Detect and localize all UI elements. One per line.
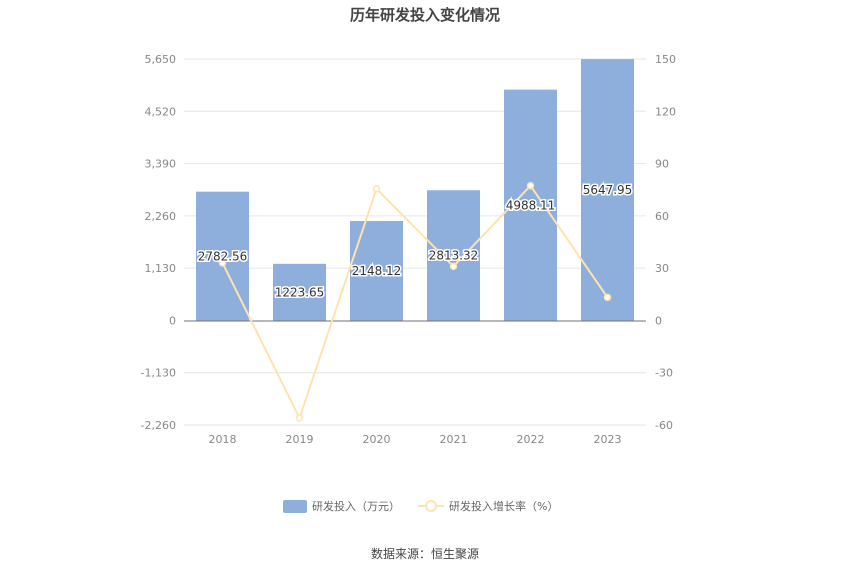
bar [581,59,634,322]
bar-value-label: 4988.11 [506,198,556,212]
bar [273,263,326,321]
legend-line-marker [425,500,437,512]
right-tick-label: 0 [655,314,662,327]
right-tick-label: -30 [655,367,673,380]
x-tick-label: 2020 [363,433,391,446]
bar [350,221,403,321]
right-tick-label: 150 [655,53,676,66]
right-tick-label: 30 [655,262,669,275]
bar [427,190,480,321]
legend-bar-swatch [283,500,307,513]
gridlines [184,58,646,426]
right-y-axis: -60 -30 0 30 60 90 120 150 [655,53,676,432]
left-tick-label: -2,260 [141,419,176,432]
x-axis: 2018 2019 2020 2021 2022 2023 [184,320,646,446]
right-tick-label: -60 [655,419,673,432]
x-tick-label: 2019 [286,433,314,446]
left-tick-label: 1,130 [145,262,177,275]
bar-value-label: 2782.56 [198,249,248,263]
bar-series [196,59,634,322]
chart-title: 历年研发投入变化情况 [350,6,500,24]
growth-rate-point [526,181,535,190]
growth-rate-point [372,185,381,193]
left-tick-label: -1,130 [141,367,176,380]
growth-rate-point [449,262,458,271]
left-tick-label: 2,260 [145,210,177,223]
right-tick-label: 90 [655,158,669,171]
x-tick-label: 2018 [209,433,237,446]
growth-rate-line [221,184,609,421]
bar-value-label: 1223.65 [275,285,325,299]
left-tick-label: 0 [169,314,176,327]
left-tick-label: 4,520 [145,105,177,118]
legend-bar-label: 研发投入（万元） [312,499,400,513]
bar-value-label: 5647.95 [583,183,633,197]
x-tick-label: 2021 [440,433,468,446]
legend: 研发投入（万元） 研发投入增长率（%） [283,499,558,513]
right-tick-label: 120 [655,105,676,118]
growth-rate-point [218,259,227,267]
left-y-axis: -2,260 -1,130 0 1,130 2,260 3,390 4,520 5,650 [141,53,176,432]
growth-rate-point [603,293,612,302]
growth-rate-point [295,414,304,422]
line-series [218,181,612,422]
right-tick-label: 60 [655,210,669,223]
left-tick-label: 3,390 [145,158,177,171]
bar-value-label: 2148.12 [352,264,402,278]
source-note: 数据来源：恒生聚源 [371,546,479,561]
bar-value-label: 2813.32 [429,249,479,263]
x-tick-label: 2022 [517,433,545,446]
left-tick-label: 5,650 [145,53,177,66]
bar-data-labels: 2782.56 1223.65 2148.12 2813.32 4988.11 5647.… [196,182,634,301]
x-tick-label: 2023 [594,433,622,446]
legend-line-label: 研发投入增长率（%） [449,499,558,513]
